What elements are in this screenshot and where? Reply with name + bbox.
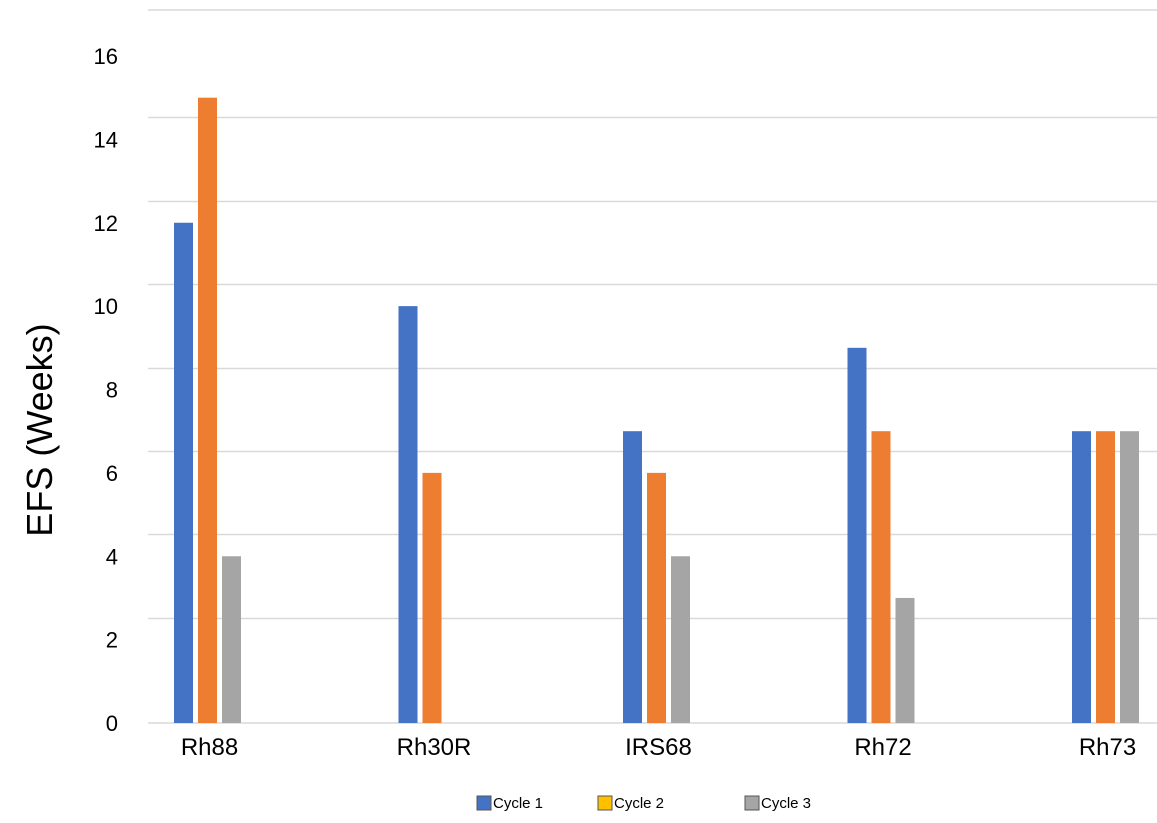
y-tick-label: 8	[106, 378, 118, 403]
legend-swatch	[597, 795, 613, 811]
legend-item: Cycle 1	[476, 795, 543, 812]
bar	[222, 556, 241, 723]
bar	[647, 472, 666, 723]
bar	[847, 347, 867, 723]
bar	[174, 222, 193, 723]
category-labels: Rh88 Rh30R IRS68 Rh72 Rh73	[181, 734, 1136, 761]
x-category-label: IRS68	[625, 734, 692, 761]
bars	[174, 97, 1139, 723]
x-category-label: Rh73	[1079, 734, 1136, 761]
legend: Cycle 1 Cycle 2 Cycle 3	[476, 795, 811, 812]
y-tick-labels: 0 2 4 6 8 10 12 14 16	[94, 44, 118, 736]
bar	[895, 597, 915, 723]
legend-item: Cycle 2	[597, 795, 664, 812]
y-tick-label: 12	[94, 211, 118, 236]
y-tick-label: 2	[106, 628, 118, 653]
bar	[422, 472, 442, 723]
y-tick-label: 14	[94, 127, 118, 152]
bar	[1096, 431, 1115, 723]
y-tick-label: 16	[94, 44, 118, 69]
bar	[198, 97, 217, 723]
bar	[671, 556, 690, 723]
bar	[871, 431, 891, 723]
y-axis-title: EFS (Weeks)	[19, 323, 60, 536]
legend-swatch	[744, 795, 760, 811]
legend-item: Cycle 3	[744, 795, 811, 812]
x-category-label: Rh30R	[397, 734, 472, 761]
bar	[1072, 431, 1091, 723]
x-category-label: Rh88	[181, 734, 238, 761]
y-tick-label: 4	[106, 544, 118, 569]
legend-swatch	[476, 795, 492, 811]
legend-label: Cycle 1	[493, 795, 543, 812]
bar	[1120, 431, 1139, 723]
bar	[623, 431, 642, 723]
legend-label: Cycle 2	[614, 795, 664, 812]
bar	[398, 306, 418, 723]
legend-label: Cycle 3	[761, 795, 811, 812]
x-category-label: Rh72	[854, 734, 911, 761]
y-tick-label: 10	[94, 294, 118, 319]
y-tick-label: 0	[106, 711, 118, 736]
y-tick-label: 6	[106, 461, 118, 486]
